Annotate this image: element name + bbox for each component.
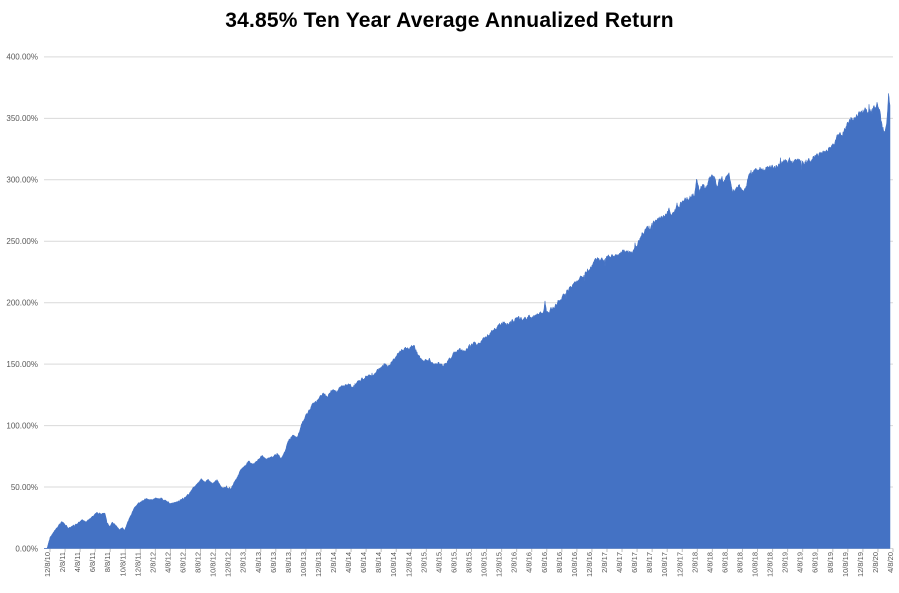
x-axis-label: 4/8/19 <box>796 552 805 573</box>
y-axis-label: 250.00% <box>6 237 38 246</box>
x-axis-label: 12/8/13 <box>314 552 323 577</box>
x-axis-label: 6/8/13 <box>269 552 278 573</box>
x-axis-label: 10/8/15 <box>480 552 489 577</box>
x-axis-label: 10/8/18 <box>751 552 760 577</box>
y-axis-label: 0.00% <box>15 544 38 553</box>
x-axis-label: 8/8/12 <box>194 552 203 573</box>
x-axis-label: 6/8/19 <box>811 552 820 573</box>
y-axis-label: 50.00% <box>11 483 38 492</box>
x-axis-label: 4/8/17 <box>615 552 624 573</box>
x-axis-label: 8/8/11 <box>103 552 112 572</box>
x-axis-label: 2/8/12 <box>148 552 157 573</box>
x-axis-label: 6/8/12 <box>178 552 187 573</box>
x-axis-label: 8/8/16 <box>555 552 564 573</box>
x-axis-label: 12/8/16 <box>585 552 594 577</box>
x-axis-label: 2/8/13 <box>239 552 248 573</box>
x-axis-label: 6/8/18 <box>720 552 729 573</box>
x-axis-label: 4/8/18 <box>705 552 714 573</box>
x-axis-label: 4/8/15 <box>434 552 443 573</box>
x-axis-label: 12/8/10 <box>43 552 52 577</box>
x-axis-label: 8/8/17 <box>645 552 654 573</box>
x-axis-label: 4/8/16 <box>525 552 534 573</box>
x-axis-label: 12/8/17 <box>675 552 684 577</box>
x-axis-label: 6/8/11 <box>88 552 97 572</box>
x-axis-label: 10/8/11 <box>118 552 127 576</box>
x-axis-label: 2/8/18 <box>690 552 699 573</box>
return-area-series <box>44 93 891 549</box>
x-axis-label: 12/8/19 <box>856 552 865 577</box>
x-axis-label: 8/8/13 <box>284 552 293 573</box>
x-axis-label: 2/8/17 <box>600 552 609 573</box>
x-axis-label: 10/8/13 <box>299 552 308 577</box>
x-axis-label: 12/8/15 <box>495 552 504 577</box>
x-axis-label: 2/8/16 <box>510 552 519 573</box>
x-axis-label: 2/8/14 <box>329 552 338 573</box>
x-axis-label: 6/8/15 <box>449 552 458 573</box>
x-axis-label: 12/8/18 <box>766 552 775 577</box>
chart-title: 34.85% Ten Year Average Annualized Retur… <box>225 9 674 32</box>
x-axis-label: 4/8/20 <box>886 552 895 573</box>
x-axis-label: 10/8/17 <box>660 552 669 577</box>
x-axis-label: 2/8/19 <box>781 552 790 573</box>
x-axis-label: 8/8/19 <box>826 552 835 573</box>
y-axis-label: 200.00% <box>6 299 38 308</box>
y-axis-label: 100.00% <box>6 421 38 430</box>
x-axis-label: 8/8/14 <box>374 552 383 573</box>
x-axis-label: 6/8/16 <box>540 552 549 573</box>
x-axis-label: 10/8/19 <box>841 552 850 577</box>
x-axis-label: 2/8/15 <box>419 552 428 573</box>
x-axis-label: 4/8/14 <box>344 552 353 573</box>
x-axis-label: 10/8/14 <box>389 552 398 577</box>
x-axis-label: 10/8/16 <box>570 552 579 577</box>
y-axis-label: 400.00% <box>6 53 38 62</box>
x-axis-label: 12/8/12 <box>224 552 233 577</box>
x-axis-label: 8/8/18 <box>735 552 744 573</box>
x-axis-label: 6/8/17 <box>630 552 639 573</box>
x-axis-label: 4/8/12 <box>163 552 172 573</box>
y-axis-label: 350.00% <box>6 114 38 123</box>
x-axis-label: 4/8/11 <box>73 552 82 572</box>
y-axis-label: 300.00% <box>6 176 38 185</box>
x-axis-label: 10/8/12 <box>209 552 218 577</box>
x-axis-label: 12/8/11 <box>133 552 142 576</box>
x-axis-label: 2/8/20 <box>871 552 880 573</box>
x-axis-label: 8/8/15 <box>465 552 474 573</box>
x-axis-label: 2/8/11 <box>58 552 67 572</box>
x-axis-label: 4/8/13 <box>254 552 263 573</box>
x-axis-label: 6/8/14 <box>359 552 368 573</box>
y-axis-label: 150.00% <box>6 360 38 369</box>
x-axis-label: 12/8/14 <box>404 552 413 577</box>
